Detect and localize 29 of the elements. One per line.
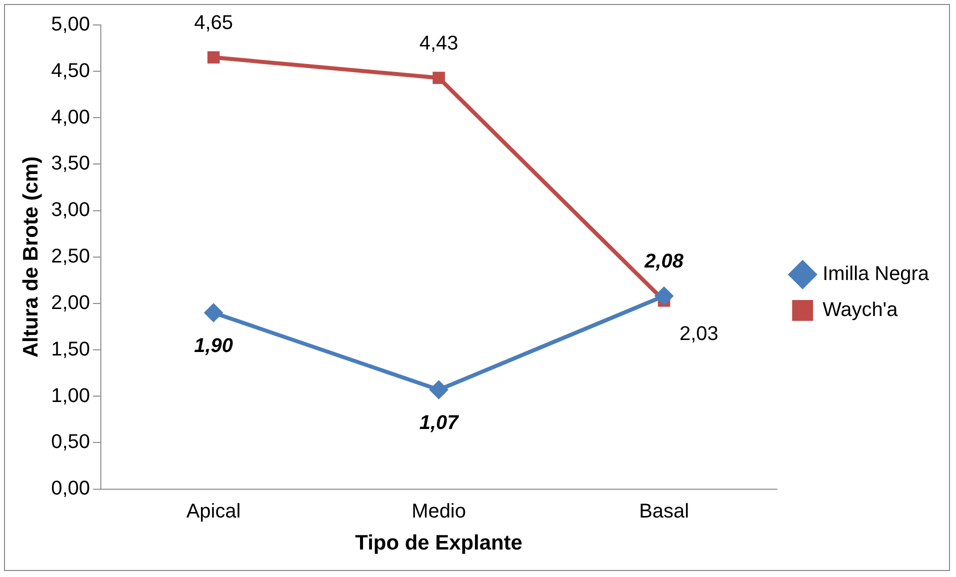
x-axis-title: Tipo de Explante bbox=[355, 531, 522, 554]
x-tick-label: Apical bbox=[186, 500, 241, 522]
y-tick-label: 0,50 bbox=[51, 431, 90, 454]
y-tick-label: 3,50 bbox=[51, 152, 90, 175]
y-tick-label: 3,00 bbox=[51, 199, 90, 222]
point bbox=[204, 303, 224, 322]
point bbox=[432, 72, 445, 84]
x-tick-label: Basal bbox=[639, 500, 689, 522]
y-tick-label: 5,00 bbox=[51, 13, 90, 36]
data-label: 1,90 bbox=[194, 335, 233, 358]
data-label: 2,03 bbox=[680, 323, 718, 346]
legend-label: Waych'a bbox=[822, 298, 899, 321]
y-tick-label: 1,50 bbox=[51, 338, 90, 360]
y-tick-label: 4,00 bbox=[51, 106, 90, 128]
data-label: 2,08 bbox=[644, 250, 684, 273]
data-label: 4,65 bbox=[194, 12, 233, 34]
point bbox=[207, 51, 220, 64]
y-tick-label: 2,00 bbox=[51, 292, 90, 314]
x-tick-label: Medio bbox=[412, 500, 466, 522]
point bbox=[429, 380, 448, 400]
legend-label: Imilla Negra bbox=[822, 263, 930, 286]
y-tick-label: 2,50 bbox=[51, 246, 90, 268]
y-tick-label: 4,50 bbox=[51, 60, 90, 82]
y-axis-title: Altura de Brote (cm) bbox=[19, 156, 42, 358]
y-tick-label: 0,00 bbox=[51, 478, 90, 500]
data-label: 4,43 bbox=[419, 32, 458, 54]
y-tick-label: 1,00 bbox=[51, 384, 90, 407]
data-label: 1,07 bbox=[419, 412, 460, 434]
point bbox=[654, 286, 674, 306]
